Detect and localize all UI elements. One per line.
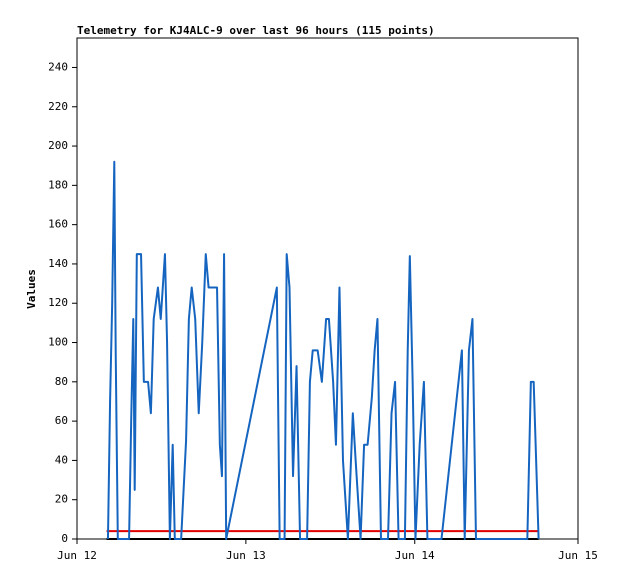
- y-tick-label: 220: [48, 100, 68, 113]
- y-tick-label: 100: [48, 336, 68, 349]
- y-tick-label: 180: [48, 178, 68, 191]
- y-tick-label: 0: [61, 532, 68, 545]
- x-tick-label: Jun 13: [226, 549, 266, 562]
- y-axis-label: Values: [25, 269, 38, 309]
- y-tick-label: 160: [48, 218, 68, 231]
- data-line: [106, 160, 540, 540]
- y-tick-label: 240: [48, 60, 68, 73]
- y-tick-label: 200: [48, 139, 68, 152]
- x-tick-label: Jun 15: [558, 549, 598, 562]
- x-tick-label: Jun 14: [395, 549, 435, 562]
- y-tick-label: 40: [55, 453, 68, 466]
- chart-title: Telemetry for KJ4ALC-9 over last 96 hour…: [77, 24, 435, 37]
- plot-frame: [76, 37, 579, 540]
- x-tick-label: Jun 12: [57, 549, 97, 562]
- y-tick-label: 80: [55, 375, 68, 388]
- y-tick-label: 140: [48, 257, 68, 270]
- y-tick-label: 120: [48, 296, 68, 309]
- y-tick-label: 60: [55, 414, 68, 427]
- y-tick-label: 20: [55, 493, 68, 506]
